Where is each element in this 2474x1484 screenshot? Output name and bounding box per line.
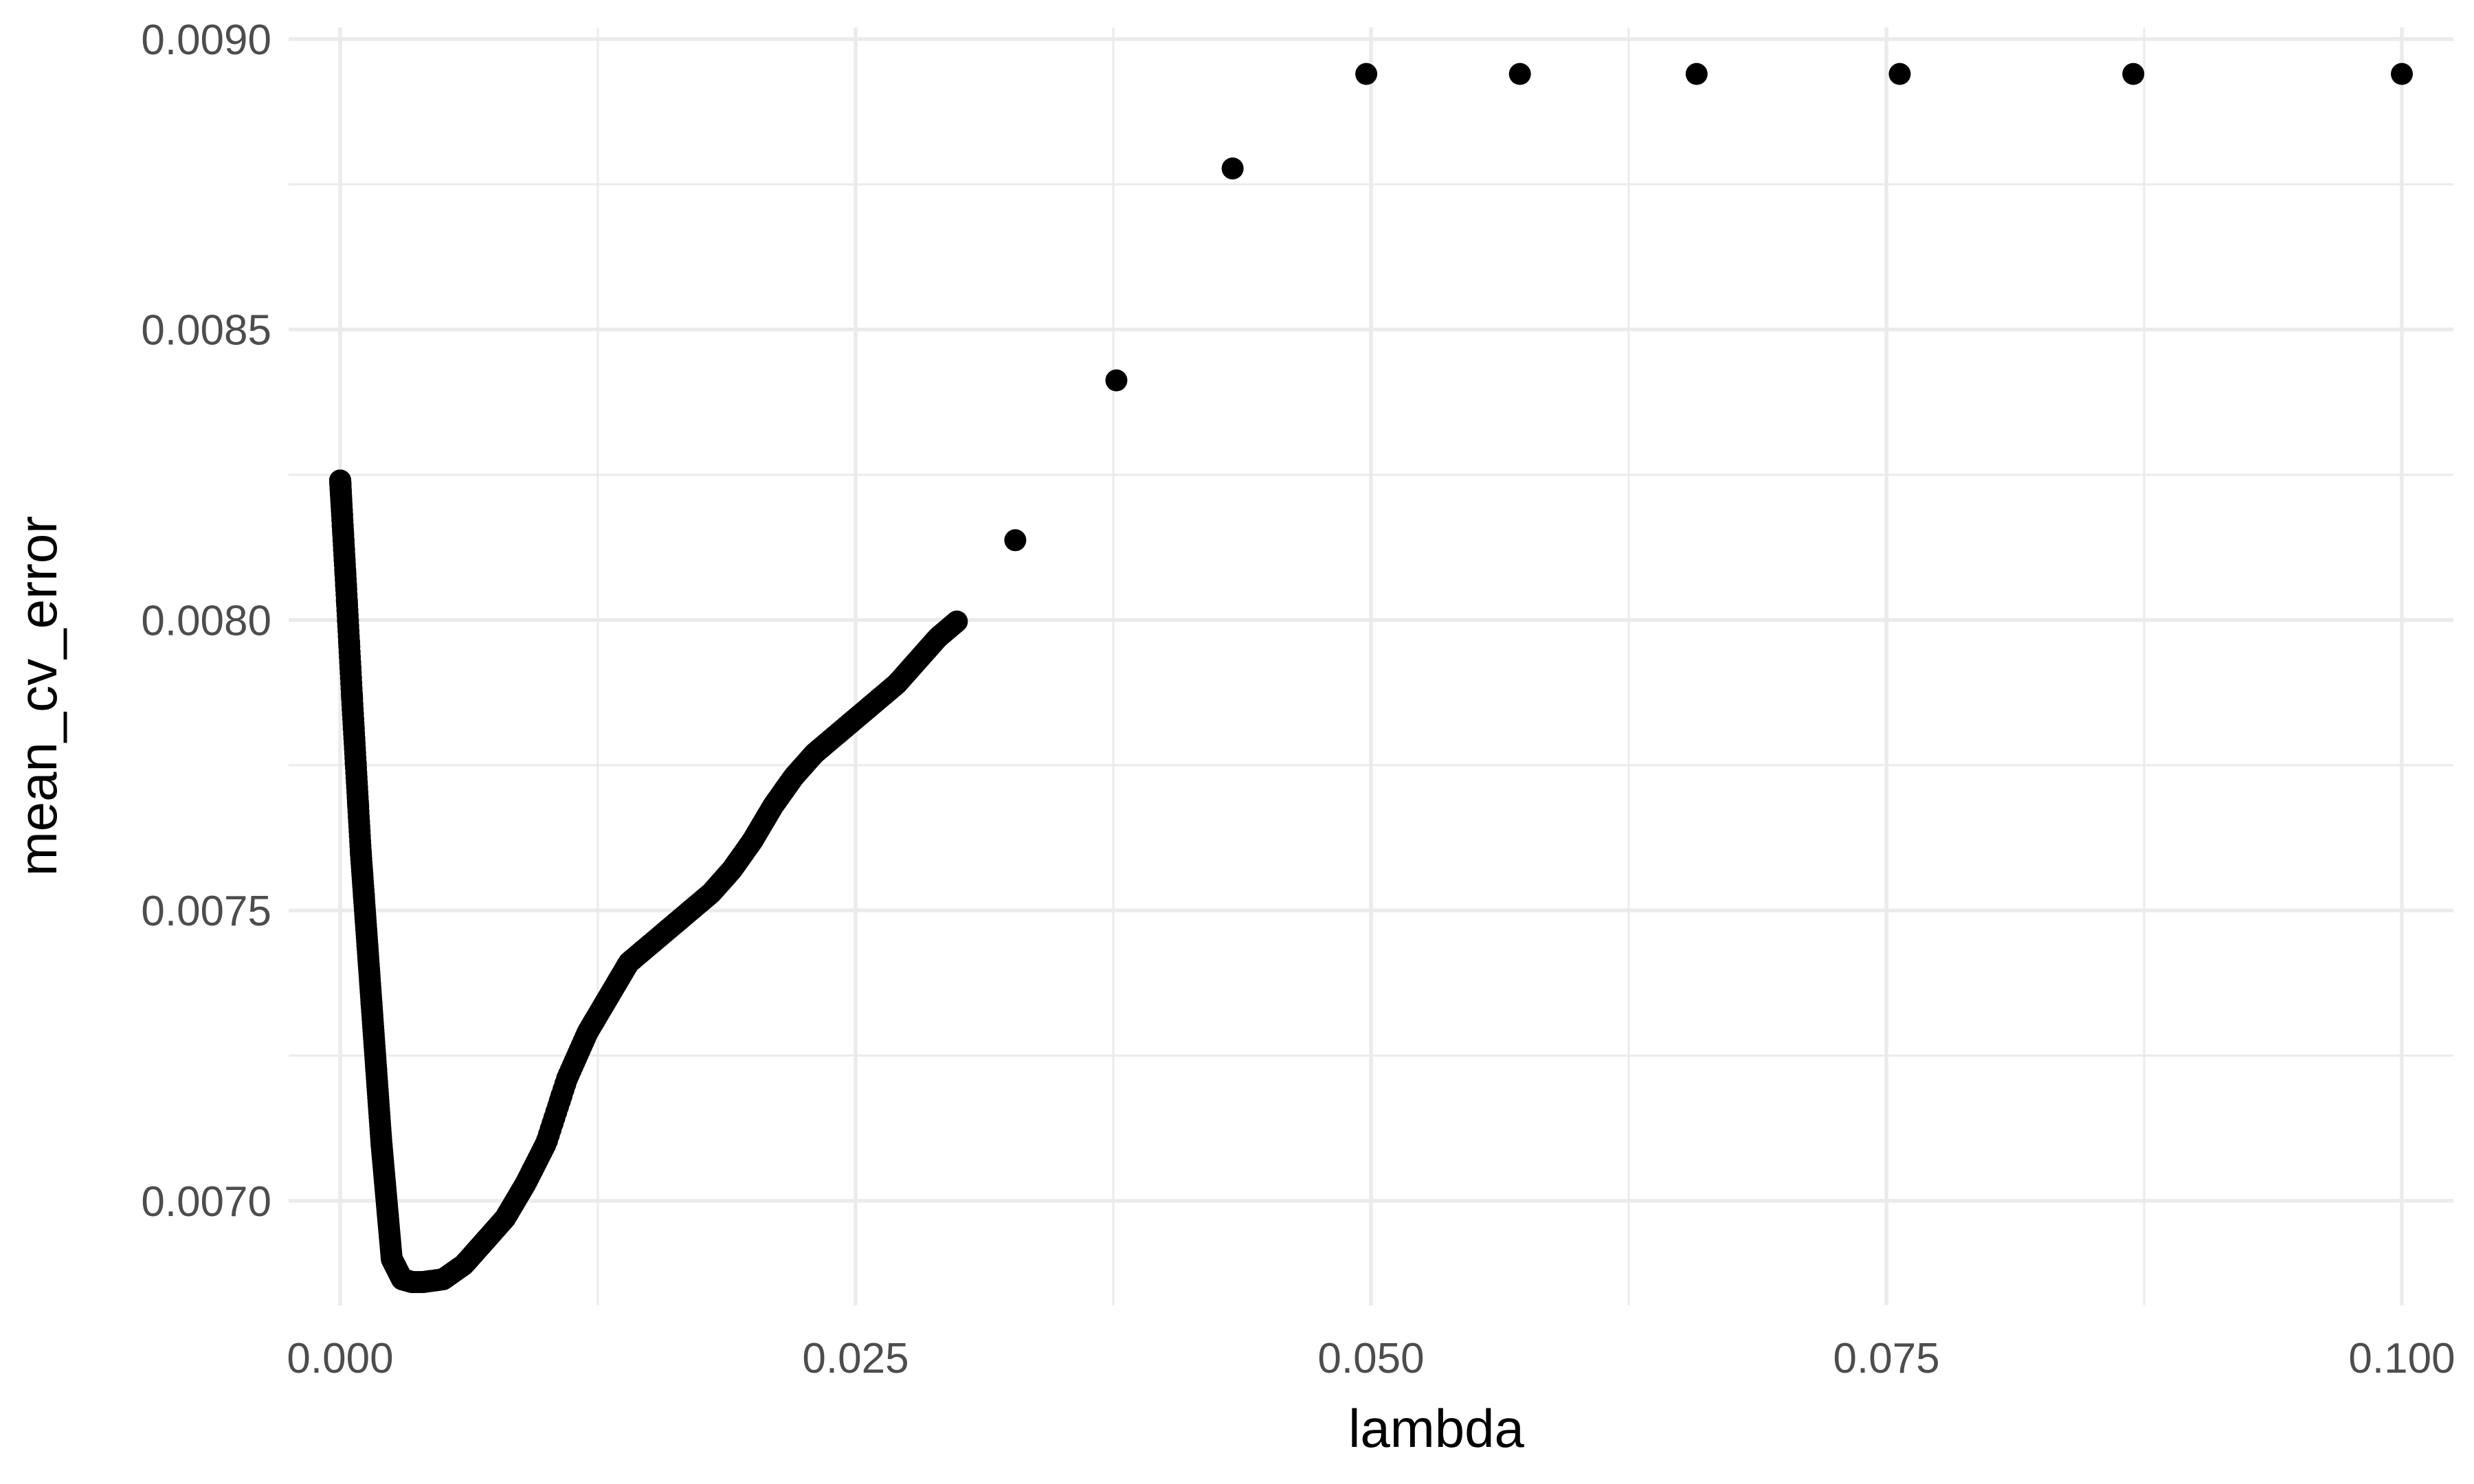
data-point <box>1685 63 1708 85</box>
x-axis-title: lambda <box>1348 1398 1524 1459</box>
x-tick-label: 0.025 <box>802 1335 909 1382</box>
y-tick-label: 0.0080 <box>141 597 271 644</box>
x-tick-label: 0.100 <box>2348 1335 2455 1382</box>
data-point <box>946 610 968 633</box>
y-tick-label: 0.0075 <box>141 888 271 935</box>
major-gridlines <box>289 27 2453 1305</box>
data-point <box>1004 529 1027 552</box>
data-point <box>1508 63 1531 85</box>
x-tick-label: 0.000 <box>287 1335 393 1382</box>
data-point <box>1355 63 1378 85</box>
y-tick-label: 0.0085 <box>141 307 271 355</box>
x-axis-tick-labels: 0.000 0.025 0.050 0.075 0.100 <box>287 1335 2455 1382</box>
data-point <box>1221 157 1244 180</box>
data-point <box>2391 63 2413 85</box>
y-tick-label: 0.0090 <box>141 16 271 64</box>
x-tick-label: 0.050 <box>1317 1335 1424 1382</box>
data-points <box>329 63 2413 1294</box>
y-axis-tick-labels: 0.0070 0.0075 0.0080 0.0085 0.0090 <box>141 16 271 1226</box>
data-point <box>2122 63 2145 85</box>
y-axis-title: mean_cv_error <box>8 516 68 877</box>
data-point <box>1888 63 1911 85</box>
x-tick-label: 0.075 <box>1833 1335 1939 1382</box>
y-tick-label: 0.0070 <box>141 1178 271 1226</box>
data-point <box>1105 369 1128 392</box>
